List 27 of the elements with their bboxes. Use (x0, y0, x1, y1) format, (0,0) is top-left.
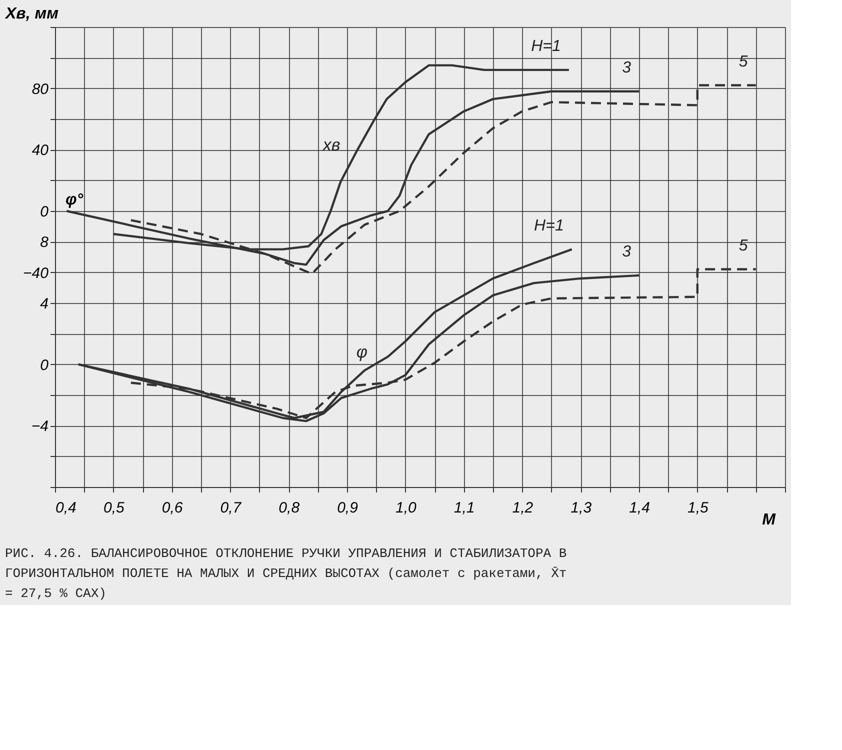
y2-axis-title: φ° (66, 192, 84, 208)
x-tick-label: 0,5 (103, 500, 125, 516)
x-tick-label: 1,4 (629, 500, 650, 516)
y-axis-title: Xв, мм (4, 6, 59, 22)
y2-tick-label: −4 (31, 418, 48, 436)
x-tick-label: 1,0 (395, 500, 417, 516)
series-label: 3 (622, 243, 632, 260)
y-tick-label: 40 (32, 142, 50, 160)
annotation: φ (356, 342, 368, 362)
x-tick-label: 0,9 (337, 500, 359, 516)
y-tick-label: −40 (23, 264, 50, 282)
x-tick-label: 1,1 (454, 500, 475, 516)
x-axis-title: M (762, 512, 776, 528)
series-label: 3 (622, 59, 632, 76)
x-tick-label: 1,3 (570, 500, 592, 516)
x-tick-label: 1,2 (512, 500, 534, 516)
y2-tick-label: 4 (40, 296, 48, 312)
x-tick-label: 0,4 (56, 500, 76, 516)
y-tick-label: 0 (40, 204, 50, 220)
x-tick-label: 1,5 (687, 500, 709, 516)
x-tick-label: 0,7 (220, 500, 242, 516)
y-tick-label: 80 (32, 80, 50, 98)
y2-tick-label: 8 (40, 234, 50, 252)
text: РИС. 4.26. БАЛАНСИРОВОЧНОЕ ОТКЛОНЕНИЕ РУЧКИ УПРАВЛЕНИЯ И СТАБИЛИЗАТОРА В ГОРИЗОНТАЛЬНОМ ПОЛЕТЕ НА МАЛЫХ И СРЕДНИХ ВЫСОТАХ (самолет с ракетами, X̄т = 27,5 % САХ) (5, 546, 567, 601)
x-tick-label: 0,6 (162, 500, 184, 516)
x-tick-label: 0,8 (278, 500, 300, 516)
annotation: xв (322, 136, 340, 155)
